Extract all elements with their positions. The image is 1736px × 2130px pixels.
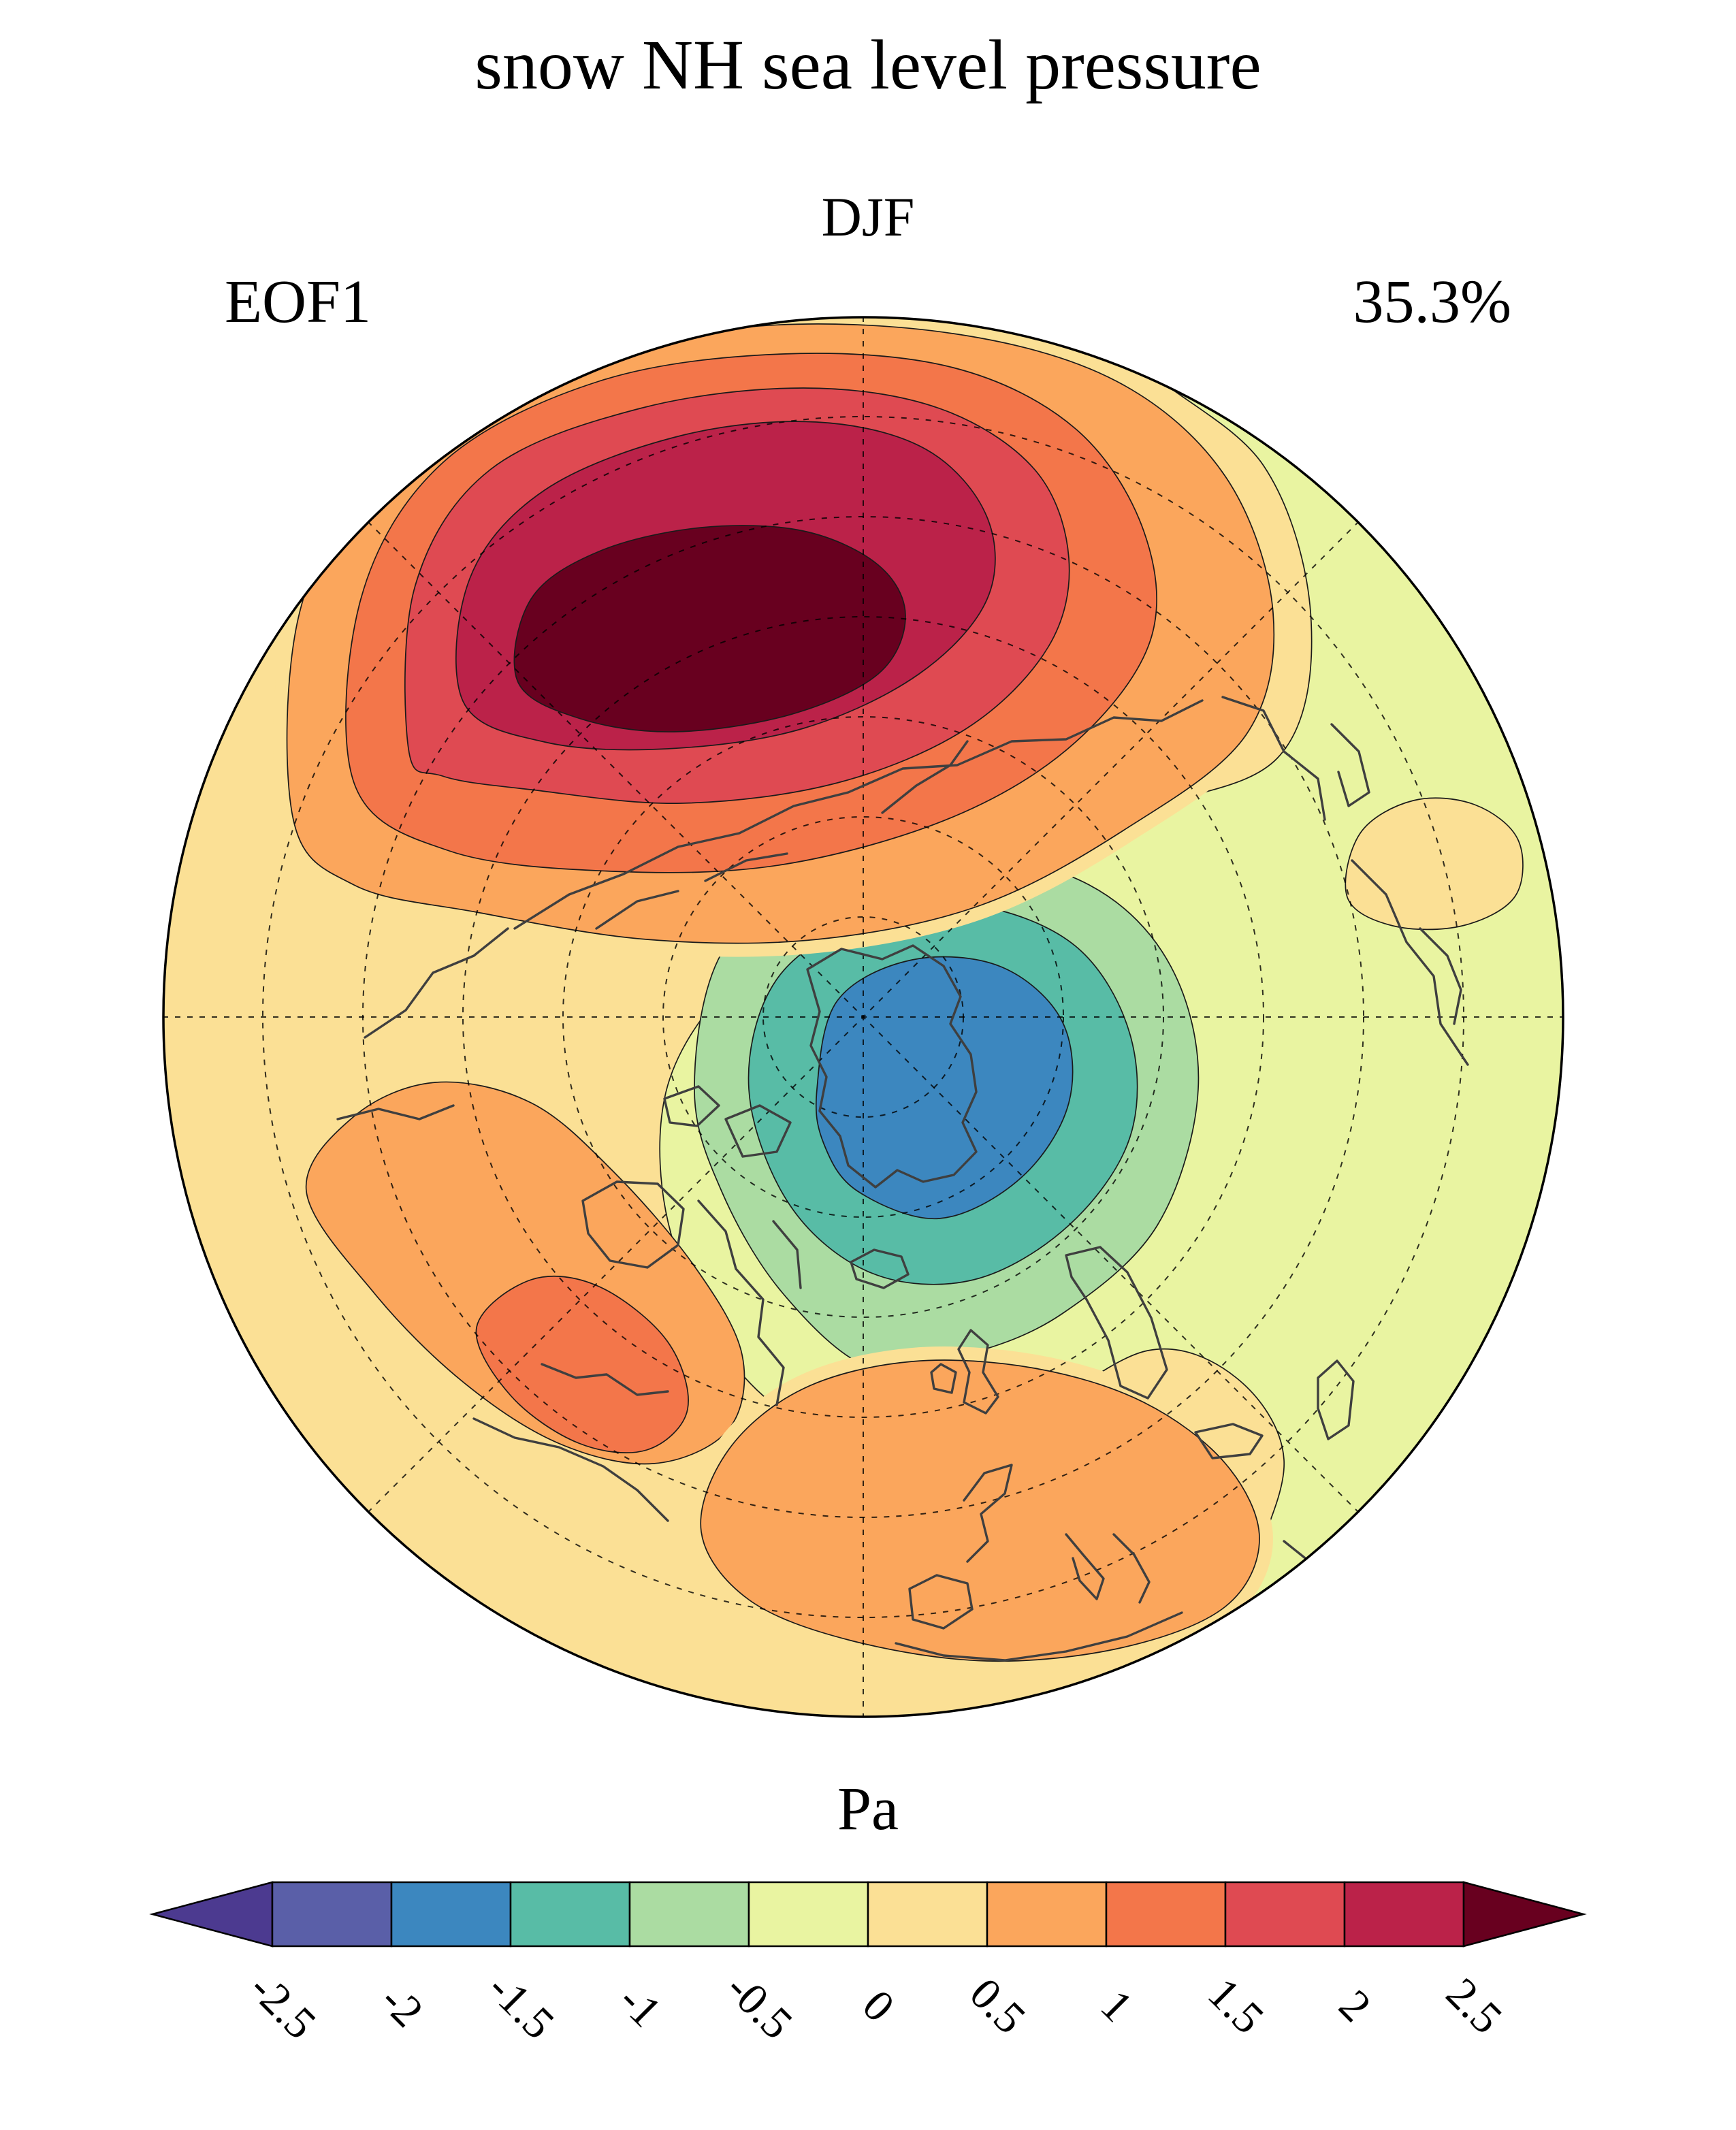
colorbar-tick-label: -1.5 [478, 1963, 564, 2049]
coastline-asia [513, 696, 1469, 1066]
colorbar-tick-label: 2.5 [1436, 1969, 1511, 2044]
map-rim [162, 316, 1564, 1718]
colorbar-extend-high [1462, 1881, 1587, 1948]
colorbar-cell [748, 1881, 869, 1948]
colorbar-tick-labels: -2.5 -2 -1.5 -1 -0.5 0 0.5 1 1.5 2 2.5 [240, 1963, 1511, 2049]
variance-label: 35.3% [1353, 268, 1511, 336]
contour-band-pos1-to-1.5-namerica [475, 1275, 689, 1453]
colorbar-tick-label: 0 [853, 1980, 904, 2031]
colorbar: -2.5 -2 -1.5 -1 -0.5 0 0.5 1 1.5 2 2.5 [149, 1881, 1587, 2049]
season-label: DJF [821, 186, 915, 248]
colorbar-tick-label: 1 [1091, 1980, 1142, 2031]
colorbar-cell [986, 1881, 1108, 1948]
eof-map [162, 316, 1564, 1718]
coastline-europe [895, 1246, 1360, 1662]
figure-title: snow NH sea level pressure [475, 26, 1261, 104]
colorbar-tick-label: -0.5 [716, 1963, 802, 2049]
contour-band-right-yellow-patch [1345, 797, 1524, 931]
contour-band-neg2-to-neg1.5 [815, 956, 1074, 1220]
colorbar-cell [271, 1881, 393, 1948]
colorbar-cell [628, 1881, 750, 1948]
colorbar-cell [509, 1881, 631, 1948]
coastlines [336, 696, 1469, 1662]
graticule [163, 317, 1563, 1717]
colorbar-tick-label: 1.5 [1198, 1969, 1273, 2044]
colorbar-cells [149, 1881, 1587, 1948]
contour-band-pos0.5-to-1-europe [700, 1359, 1260, 1662]
colorbar-tick-label: 0.5 [960, 1969, 1035, 2044]
colorbar-tick-label: -2.5 [240, 1963, 325, 2049]
colorbar-cell [1224, 1881, 1346, 1948]
colorbar-tick-label: -2 [371, 1975, 432, 2037]
contour-band-above-2.5-core [513, 525, 906, 732]
colorbar-tick-label: -1 [609, 1975, 671, 2037]
colorbar-cell [1343, 1881, 1465, 1948]
colorbar-cell [390, 1881, 512, 1948]
colorbar-tick-label: 2 [1330, 1980, 1381, 2031]
coastline-north-america [336, 927, 802, 1522]
eof-header-row: EOF1 35.3% [225, 267, 1511, 337]
colorbar-title: Pa [837, 1775, 899, 1843]
colorbar-cell [867, 1881, 988, 1948]
eof-mode-label: EOF1 [225, 268, 372, 336]
colorbar-cell [1105, 1881, 1227, 1948]
colorbar-extend-low [149, 1881, 274, 1948]
coastline-greenland-arctic-islands [663, 944, 978, 1289]
